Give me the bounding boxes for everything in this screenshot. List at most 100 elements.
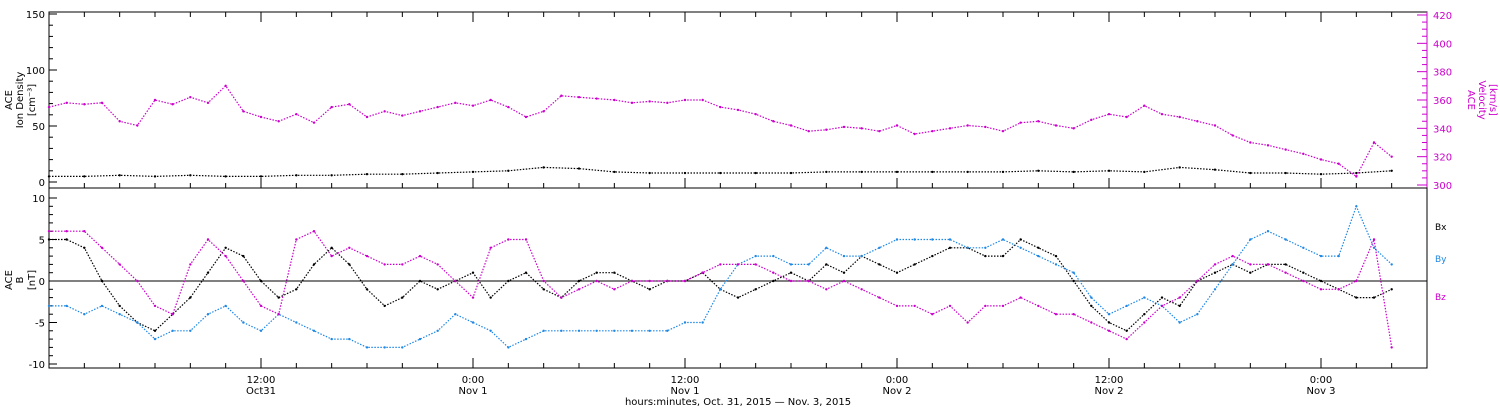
bx-point: [754, 288, 757, 291]
bz-point: [913, 304, 916, 308]
bz-point: [189, 263, 192, 266]
density-point: [295, 174, 298, 177]
bx-point: [312, 263, 316, 266]
bx-point: [878, 263, 881, 266]
by-point: [895, 238, 899, 241]
by-point: [1037, 254, 1040, 258]
density-point: [719, 171, 722, 175]
velocity-point: [1090, 118, 1093, 122]
by-point: [1107, 313, 1111, 316]
velocity-point: [648, 100, 651, 103]
by-point: [701, 321, 704, 324]
velocity-point: [1337, 162, 1340, 165]
density-point: [189, 174, 192, 177]
bz-point: [666, 279, 669, 283]
top-left-tick-label: 150: [26, 10, 45, 21]
density-point: [966, 170, 969, 174]
by-point: [100, 304, 104, 308]
by-point: [1196, 313, 1199, 316]
ion-density-velocity-panel: 0 50 100 150 300 320 340 360 380 400 420 ACE Ion …: [4, 10, 1498, 192]
velocity-point: [719, 105, 722, 109]
legend-by: By: [1435, 255, 1447, 265]
bz-point: [1037, 304, 1040, 308]
density-point: [1143, 170, 1146, 174]
bz-point: [65, 230, 68, 233]
density-point: [931, 170, 934, 174]
bx-point: [1284, 263, 1287, 266]
bz-point: [1072, 313, 1075, 316]
bx-point: [206, 271, 210, 274]
velocity-point: [595, 97, 598, 100]
top-right-tick-label: 320: [1433, 153, 1452, 164]
velocity-point: [118, 120, 121, 123]
bz-point: [1196, 279, 1199, 283]
x-axis-label: hours:minutes, Oct. 31, 2015 — Nov. 3, 2…: [625, 397, 851, 408]
by-point: [489, 329, 492, 332]
bx-point: [595, 271, 598, 274]
bx-point: [153, 329, 157, 332]
density-point: [83, 175, 86, 178]
density-point: [259, 175, 263, 178]
bz-point: [1337, 288, 1340, 291]
velocity-point: [507, 105, 510, 109]
velocity-point: [401, 114, 404, 117]
bz-point: [825, 288, 828, 291]
density-point: [1319, 172, 1323, 176]
bz-point: [224, 254, 227, 258]
velocity-point: [383, 110, 386, 113]
density-point: [365, 172, 369, 176]
by-point: [1372, 246, 1376, 249]
bz-point: [1302, 279, 1305, 283]
velocity-point: [1355, 175, 1358, 178]
bz-point: [118, 263, 121, 266]
top-left-tick-label: 100: [26, 66, 45, 77]
bottom-panel-frame: [48, 187, 1428, 369]
velocity-point: [842, 125, 846, 129]
bz-point: [630, 279, 634, 283]
bx-point: [1054, 254, 1058, 258]
bz-point: [277, 313, 280, 316]
bz-point: [383, 263, 386, 266]
velocity-point: [83, 103, 86, 106]
by-point: [1125, 304, 1128, 308]
density-point: [577, 167, 581, 170]
velocity-point: [1302, 152, 1305, 156]
velocity-point: [878, 129, 881, 133]
velocity-point: [277, 120, 280, 123]
velocity-point: [47, 105, 51, 109]
velocity-point: [1160, 112, 1164, 116]
bx-point: [277, 296, 280, 299]
density-point: [1249, 171, 1252, 175]
density-point: [153, 175, 157, 178]
top-left-ylabel-line2: Ion Density: [15, 72, 26, 129]
bz-point: [1001, 304, 1005, 308]
velocity-point: [825, 128, 828, 131]
velocity-point: [683, 98, 687, 102]
bz-point: [966, 321, 969, 324]
by-point: [65, 304, 68, 308]
by-point: [1178, 321, 1181, 324]
bx-point: [295, 288, 298, 291]
velocity-point: [1125, 115, 1128, 119]
by-point: [1390, 263, 1393, 266]
bz-point: [330, 254, 333, 258]
velocity-point: [436, 105, 439, 109]
bz-point: [436, 263, 439, 266]
bz-point: [613, 288, 616, 291]
density-point: [47, 175, 51, 178]
bz-point: [1107, 329, 1111, 332]
bz-point: [1249, 263, 1252, 266]
bz-point: [171, 313, 174, 316]
bx-point: [542, 288, 545, 291]
bz-point: [365, 254, 369, 258]
bz-point: [242, 279, 245, 283]
density-point: [1178, 166, 1181, 169]
velocity-point: [330, 105, 333, 109]
by-point: [1231, 263, 1234, 266]
by-point: [242, 321, 245, 324]
velocity-point: [1001, 129, 1005, 133]
x-tick-label-date: Nov 1: [670, 386, 699, 397]
velocity-point: [524, 115, 528, 119]
velocity-point: [259, 115, 263, 119]
by-point: [83, 313, 86, 316]
